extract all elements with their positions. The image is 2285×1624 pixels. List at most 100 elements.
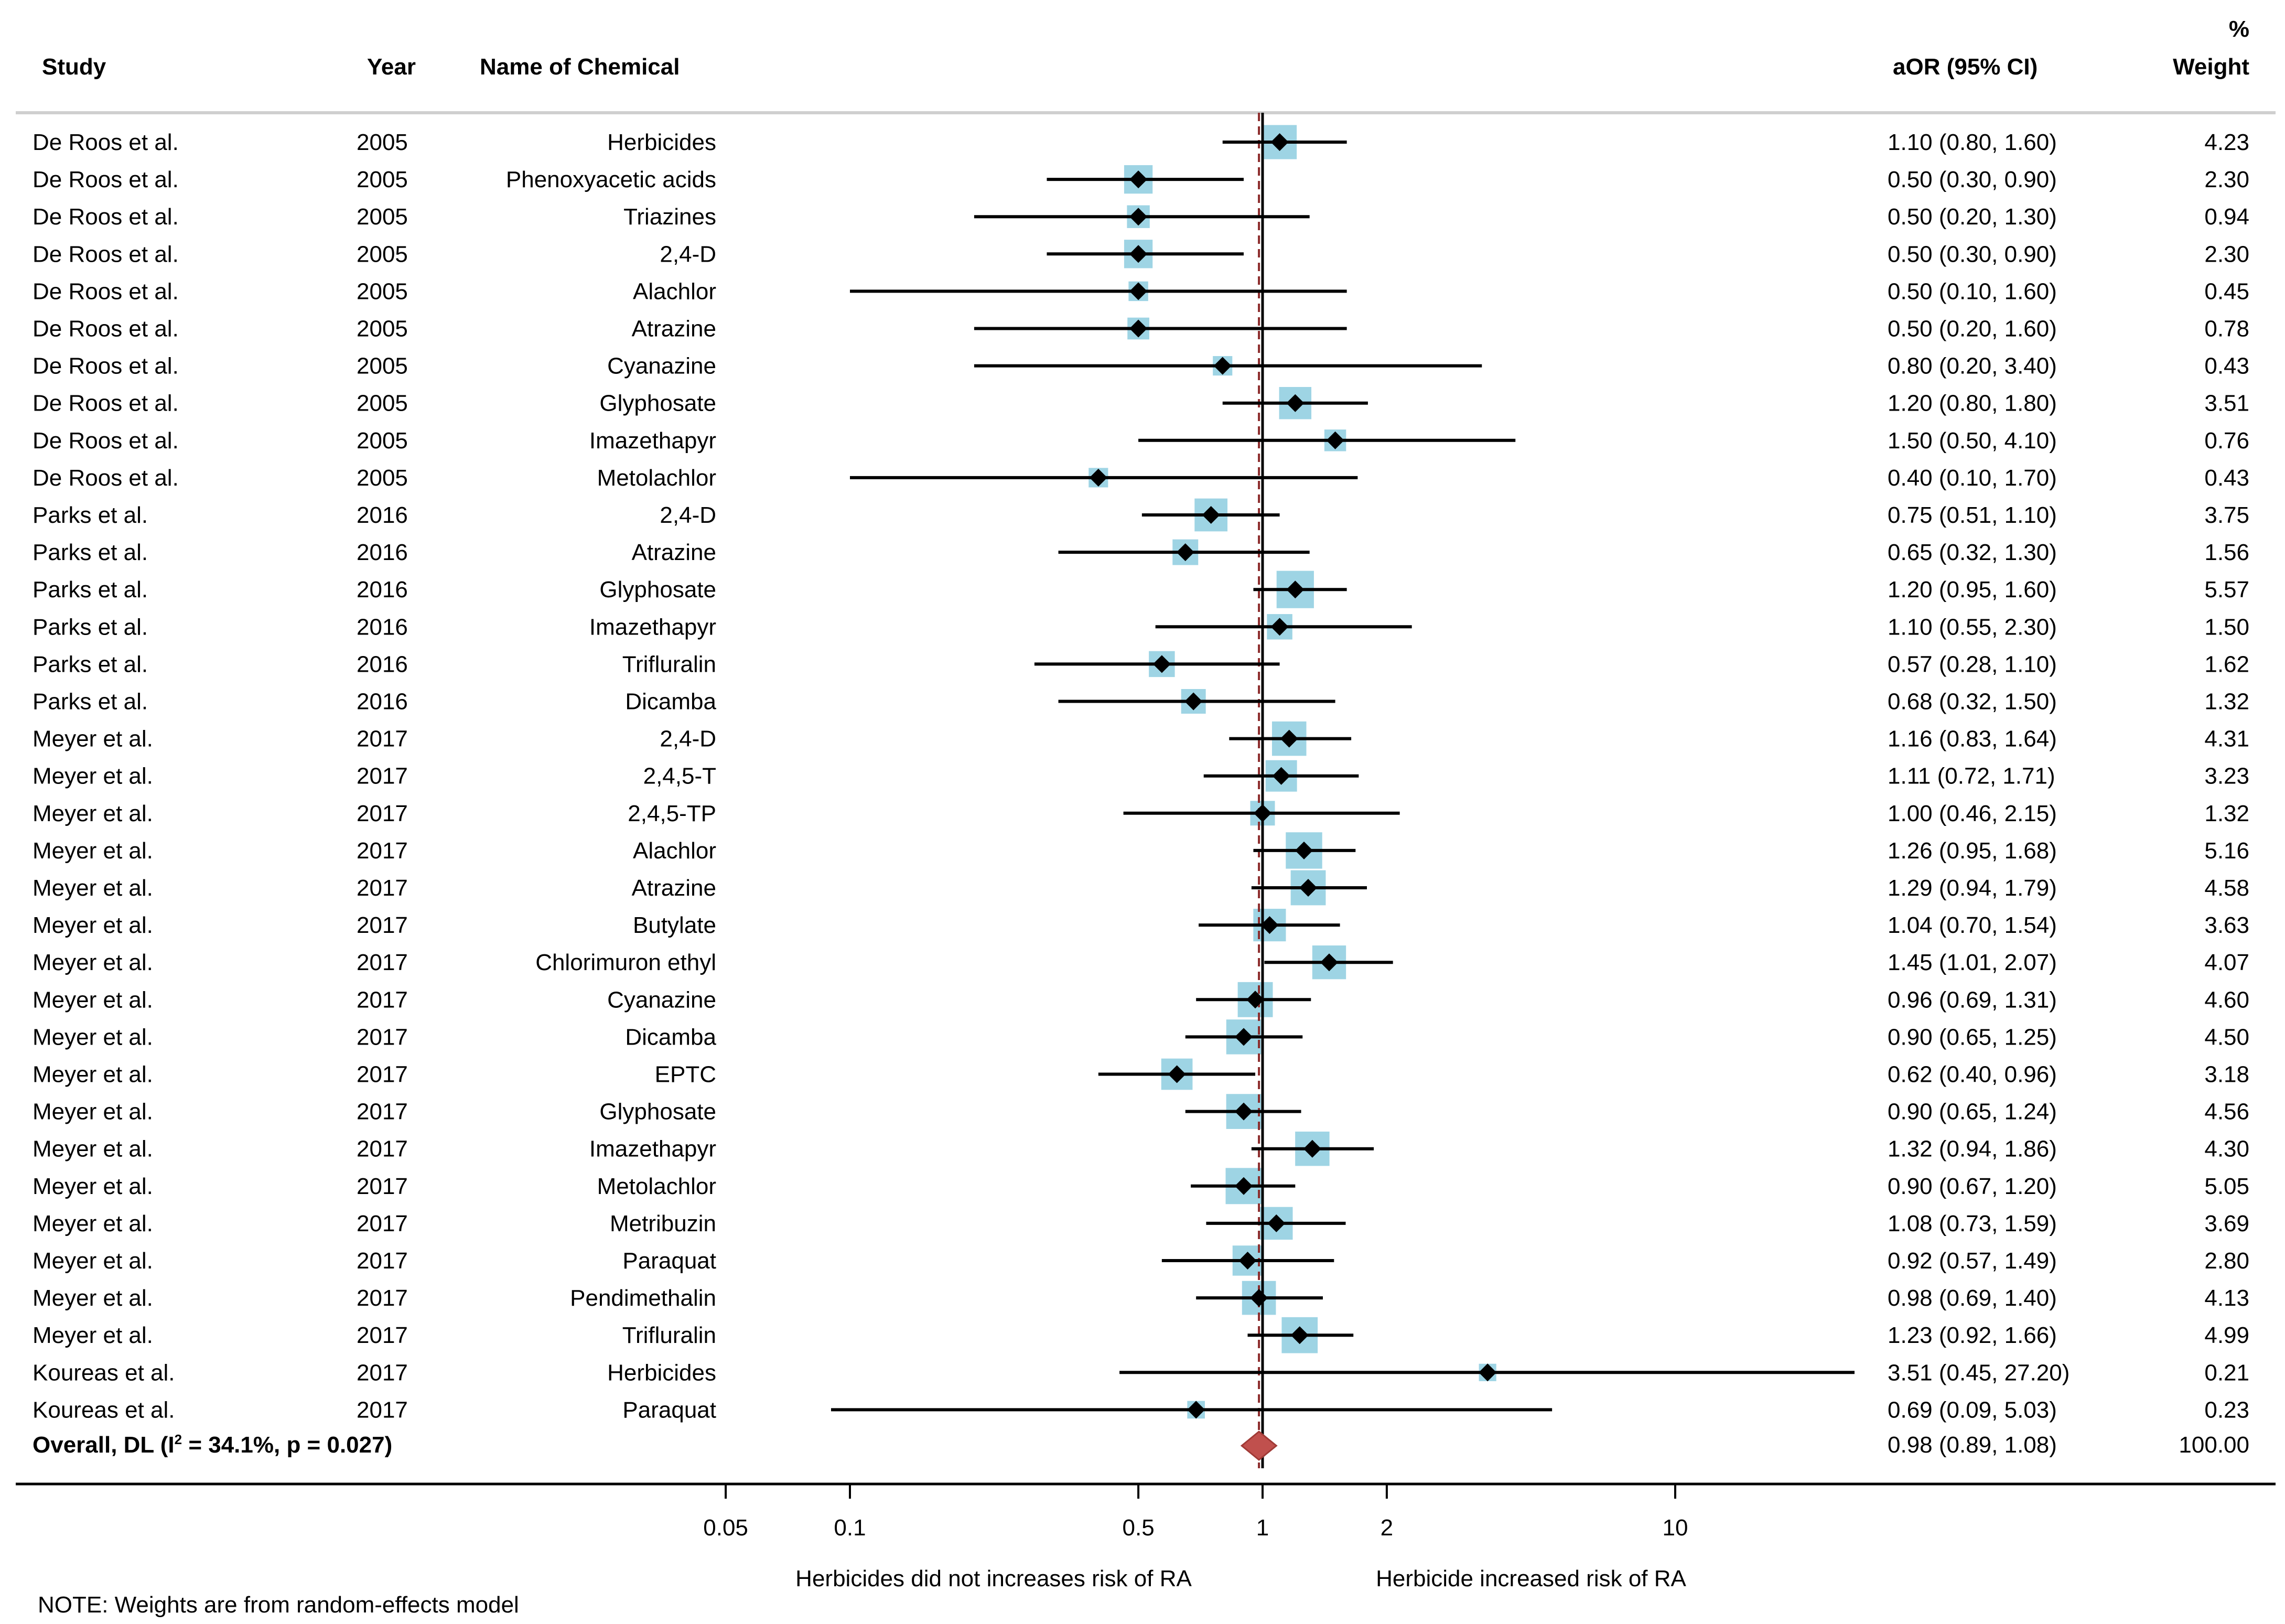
x-axis-left-label: Herbicides did not increases risk of RA [795, 1566, 1192, 1591]
x-tick-label: 0.05 [703, 1515, 748, 1541]
row-study: Meyer et al. [33, 1062, 153, 1088]
row-weight: 0.45 [2204, 278, 2249, 304]
row-ci-text: 1.20 (0.80, 1.80) [1888, 391, 2057, 416]
overall-label-sup: 2 [175, 1432, 182, 1447]
row-chemical: Alachlor [633, 278, 716, 304]
row-ci-text: 0.50 (0.20, 1.60) [1888, 316, 2057, 342]
row-chemical: Trifluralin [622, 651, 716, 677]
row-weight: 4.31 [2204, 726, 2249, 752]
row-chemical: Phenoxyacetic acids [506, 167, 716, 192]
row-chemical: Paraquat [622, 1397, 716, 1423]
row-year: 2017 [357, 1360, 408, 1385]
row-ci-text: 0.50 (0.10, 1.60) [1888, 278, 2057, 304]
row-weight: 2.30 [2204, 167, 2249, 192]
row-chemical: Dicamba [625, 1024, 716, 1050]
row-chemical: EPTC [655, 1062, 716, 1088]
row-year: 2005 [357, 167, 408, 192]
row-year: 2017 [357, 950, 408, 975]
overall-weight: 100.00 [2179, 1432, 2249, 1458]
point-estimate [1250, 1289, 1268, 1307]
x-tick-label: 0.1 [834, 1515, 866, 1541]
row-year: 2017 [357, 801, 408, 826]
point-estimate [1246, 991, 1265, 1009]
row-ci-text: 0.50 (0.30, 0.90) [1888, 167, 2057, 192]
row-ci-text: 1.32 (0.94, 1.86) [1888, 1136, 2057, 1162]
row-study: Meyer et al. [33, 1248, 153, 1274]
row-study: De Roos et al. [33, 391, 179, 416]
overall-label: Overall, DL (I2 = 34.1%, p = 0.027) [33, 1432, 392, 1458]
row-chemical: Glyphosate [599, 577, 716, 603]
row-year: 2016 [357, 577, 408, 603]
point-estimate [1129, 282, 1148, 300]
row-study: De Roos et al. [33, 204, 179, 230]
row-ci-text: 1.26 (0.95, 1.68) [1888, 838, 2057, 864]
row-ci-text: 3.51 (0.45, 27.20) [1888, 1360, 2070, 1385]
row-ci-text: 0.68 (0.32, 1.50) [1888, 689, 2057, 715]
overall-label-suffix: = 34.1%, p = 0.027) [182, 1432, 392, 1458]
point-estimate [1267, 1214, 1286, 1232]
row-chemical: Glyphosate [599, 391, 716, 416]
row-weight: 4.99 [2204, 1322, 2249, 1348]
x-axis-right-label: Herbicide increased risk of RA [1376, 1566, 1686, 1591]
row-ci-text: 1.45 (1.01, 2.07) [1888, 950, 2057, 975]
row-ci-text: 0.40 (0.10, 1.70) [1888, 465, 2057, 491]
point-estimate [1202, 506, 1220, 524]
row-year: 2005 [357, 428, 408, 454]
row-study: Parks et al. [33, 577, 148, 603]
row-study: De Roos et al. [33, 353, 179, 379]
row-chemical: Butylate [633, 912, 716, 938]
row-study: Meyer et al. [33, 1024, 153, 1050]
point-estimate [1089, 468, 1107, 487]
row-study: Meyer et al. [33, 838, 153, 864]
row-ci-text: 0.62 (0.40, 0.96) [1888, 1062, 2057, 1088]
row-year: 2005 [357, 130, 408, 155]
row-chemical: Alachlor [633, 838, 716, 864]
row-weight: 4.30 [2204, 1136, 2249, 1162]
row-study: Meyer et al. [33, 1099, 153, 1125]
row-study: De Roos et al. [33, 241, 179, 267]
row-year: 2017 [357, 1136, 408, 1162]
row-study: Meyer et al. [33, 726, 153, 752]
row-study: De Roos et al. [33, 316, 179, 342]
row-chemical: Trifluralin [622, 1322, 716, 1348]
row-labels: De Roos et al. 2005 Herbicides 1.10 (0.80, … [33, 130, 2249, 1423]
row-weight: 1.32 [2204, 801, 2249, 826]
point-estimate [1187, 1401, 1205, 1419]
row-year: 2017 [357, 726, 408, 752]
row-year: 2017 [357, 1211, 408, 1236]
row-ci-text: 1.20 (0.95, 1.60) [1888, 577, 2057, 603]
point-estimate [1299, 879, 1318, 897]
row-year: 2017 [357, 912, 408, 938]
row-study: De Roos et al. [33, 465, 179, 491]
row-weight: 0.76 [2204, 428, 2249, 454]
row-year: 2016 [357, 689, 408, 715]
row-study: Meyer et al. [33, 763, 153, 789]
row-study: Meyer et al. [33, 912, 153, 938]
row-weight: 0.78 [2204, 316, 2249, 342]
row-ci-text: 0.65 (0.32, 1.30) [1888, 540, 2057, 565]
row-ci-text: 1.23 (0.92, 1.66) [1888, 1322, 2057, 1348]
row-year: 2016 [357, 502, 408, 528]
row-ci-text: 1.00 (0.46, 2.15) [1888, 801, 2057, 826]
row-weight: 0.94 [2204, 204, 2249, 230]
row-chemical: 2,4-D [660, 502, 716, 528]
row-year: 2017 [357, 1174, 408, 1199]
row-weight: 2.80 [2204, 1248, 2249, 1274]
row-weight: 1.56 [2204, 540, 2249, 565]
row-ci-text: 0.90 (0.65, 1.25) [1888, 1024, 2057, 1050]
row-study: Meyer et al. [33, 1285, 153, 1311]
point-estimate [1234, 1177, 1253, 1195]
row-study: Parks et al. [33, 651, 148, 677]
row-study: Meyer et al. [33, 950, 153, 975]
row-chemical: Cyanazine [607, 987, 716, 1013]
row-chemical: Atrazine [632, 316, 716, 342]
point-estimate [1168, 1065, 1186, 1083]
row-weight: 4.50 [2204, 1024, 2249, 1050]
row-chemical: Pendimethalin [570, 1285, 716, 1311]
row-study: Meyer et al. [33, 801, 153, 826]
point-estimates [1089, 133, 1497, 1461]
row-study: Meyer et al. [33, 875, 153, 901]
row-year: 2005 [357, 278, 408, 304]
row-study: De Roos et al. [33, 278, 179, 304]
